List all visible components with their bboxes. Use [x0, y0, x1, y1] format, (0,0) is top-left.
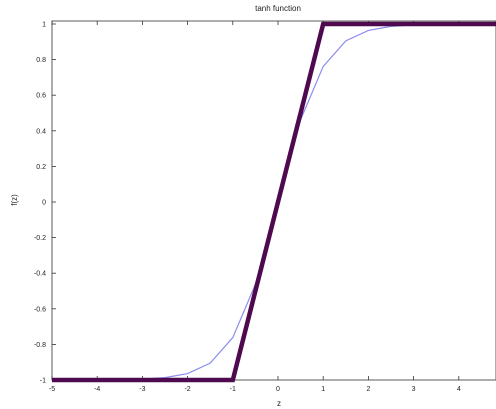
chart-title: tanh function	[255, 4, 301, 13]
y-tick-label: -0.2	[34, 235, 46, 242]
y-axis-ticks: -1 -0.8 -0.6 -0.4 -0.2 0 0.2 0.4 0.6 0.8 1	[34, 22, 56, 385]
plot-area-frame	[51, 20, 496, 381]
series-layer	[51, 21, 496, 383]
x-tick-label: 4	[457, 386, 461, 393]
y-axis-label: f(z)	[10, 194, 19, 206]
y-tick-label: 0	[42, 200, 46, 207]
x-tick-label: -4	[94, 386, 100, 393]
x-tick-label: 3	[412, 386, 416, 393]
hard-tanh-line	[52, 21, 496, 383]
y-tick-label: 0.4	[36, 128, 46, 135]
y-tick-label: -1	[40, 378, 46, 385]
x-tick-label: 1	[321, 386, 325, 393]
x-axis-ticks: -5 -4 -3 -2 -1 0 1 2 3 4	[49, 21, 461, 393]
x-tick-label: 0	[276, 386, 280, 393]
y-tick-label: 0.8	[36, 57, 46, 64]
tanh-curve-line	[51, 23, 496, 381]
y-tick-label: -0.8	[34, 342, 46, 349]
x-tick-label: -5	[49, 386, 55, 393]
y-tick-label: 0.2	[36, 164, 46, 171]
y-tick-label: -0.4	[34, 271, 46, 278]
x-axis-label: z	[277, 399, 281, 408]
x-tick-label: -1	[230, 386, 236, 393]
x-tick-label: -3	[139, 386, 145, 393]
y-tick-label: 0.6	[36, 93, 46, 100]
y-tick-label: 1	[42, 22, 46, 29]
x-tick-label: -2	[184, 386, 190, 393]
y-tick-label: -0.6	[34, 306, 46, 313]
x-tick-label: 2	[366, 386, 370, 393]
